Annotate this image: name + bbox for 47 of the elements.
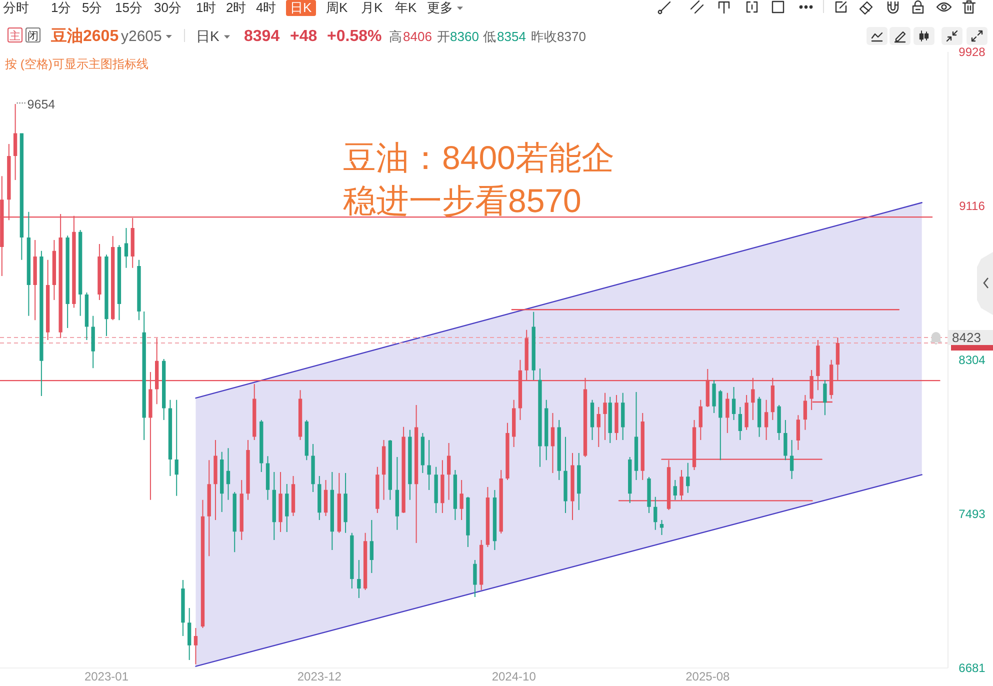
chart-title: 豆油2605 — [50, 27, 119, 45]
annotation: 豆油：8400若能企稳进一步看8570 — [343, 139, 614, 219]
y-tick-label: 7493 — [958, 506, 986, 521]
annotation: 9654 — [27, 97, 56, 112]
annotation: 按 (空格)可显示主图指标线 — [5, 57, 148, 71]
text: 更多 — [427, 0, 453, 15]
y-tick-label: 8304 — [958, 352, 986, 367]
ref-line-label: 8423 — [952, 330, 981, 346]
text: 8354 — [497, 29, 526, 44]
x-tick-label: 2023-12 — [297, 670, 342, 684]
text: 1分 — [51, 0, 72, 15]
text: 8360 — [450, 29, 479, 44]
text: 分时 — [3, 0, 29, 15]
text: 高 — [389, 29, 402, 44]
x-tick-label: 2023-01 — [84, 670, 129, 684]
candlestick — [33, 240, 37, 320]
text: 日K — [290, 0, 312, 15]
candlestick — [603, 392, 607, 440]
text: y2605 — [121, 28, 162, 45]
text: 1时 — [196, 0, 216, 15]
text: 15分 — [115, 0, 142, 15]
y-tick-label: 9928 — [958, 44, 986, 59]
text: 年K — [395, 0, 417, 15]
text: 周K — [326, 0, 348, 15]
y-tick-label: 9116 — [959, 198, 986, 213]
text: 8370 — [557, 29, 586, 44]
text: 日K — [196, 28, 220, 44]
candlestick — [357, 560, 361, 598]
candlestick — [460, 480, 464, 520]
text: 8394 — [244, 28, 280, 45]
text: 月K — [361, 0, 383, 15]
text: 低 — [483, 29, 496, 44]
y-tick-label: 6681 — [958, 660, 986, 675]
candlestick — [214, 440, 218, 520]
text: 昨收 — [531, 29, 557, 44]
x-tick-label: 2024-10 — [492, 670, 536, 684]
text: 8406 — [403, 29, 432, 44]
text: 30分 — [154, 0, 182, 15]
text: 开 — [437, 29, 450, 44]
text: 4时 — [256, 0, 276, 15]
x-tick-label: 2025-08 — [686, 670, 730, 684]
text: 2时 — [226, 0, 246, 15]
candlestick — [427, 440, 431, 490]
text: 5分 — [82, 0, 102, 15]
text: 闭 — [28, 30, 38, 42]
text: +48 — [290, 28, 318, 45]
text: +0.58% — [327, 28, 382, 45]
